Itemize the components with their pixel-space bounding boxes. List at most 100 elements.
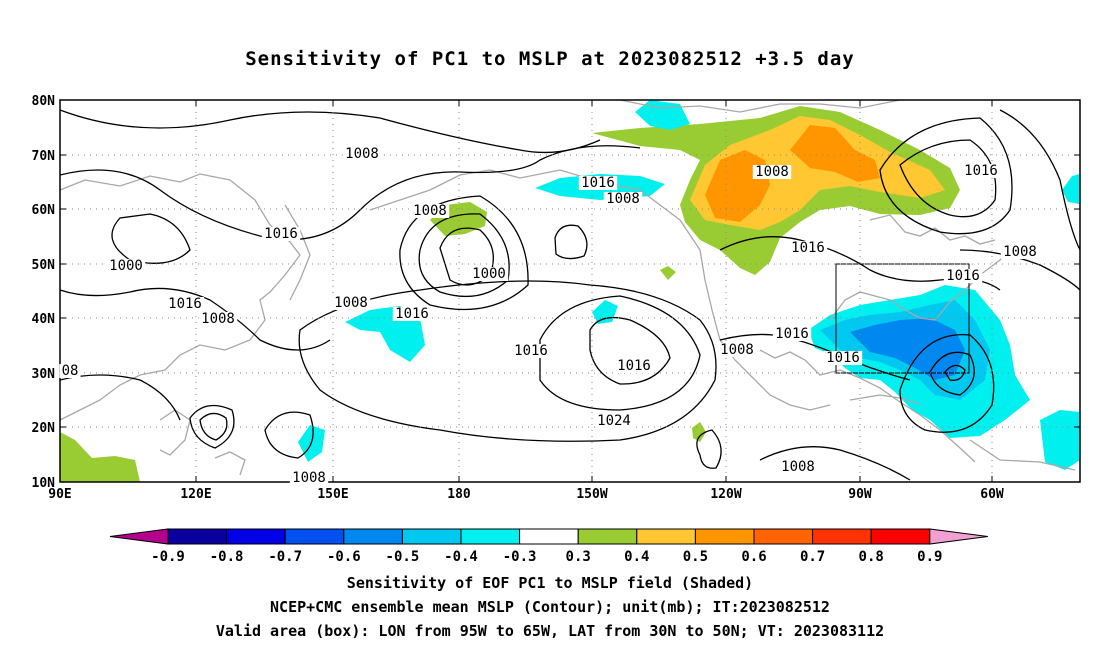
- contour-label-bg: [331, 296, 371, 310]
- contour-label: 1016: [791, 240, 825, 256]
- contour-label: 1024: [597, 413, 631, 429]
- contour-label: 1016: [946, 268, 980, 284]
- shade-green-small-2: [660, 266, 676, 280]
- contour-label: 1008: [201, 311, 235, 327]
- contour-label: 1016: [826, 350, 860, 366]
- contour-label: 1016: [395, 306, 429, 322]
- contour-label: 1008: [1003, 244, 1037, 260]
- lon-label: 120E: [180, 487, 211, 502]
- shade-cyan-ne: [1062, 174, 1080, 204]
- colorbar: -0.9 -0.8 -0.7 -0.6 -0.5 -0.4 -0.3 0.3 0.4 0.5 0.6…: [109, 528, 988, 565]
- contour-label: 1016: [264, 226, 298, 242]
- colorbar-swatch: [812, 528, 872, 545]
- colorbar-label: 0.4: [624, 549, 649, 565]
- contour-label-bg: [943, 269, 983, 283]
- contour-label: 1008: [720, 342, 754, 358]
- contour-label: 1016: [168, 296, 202, 312]
- contour-label-bg: [823, 351, 863, 365]
- contour-label-bg: [469, 267, 509, 281]
- lat-label: 10N: [32, 476, 56, 491]
- lon-label: 90W: [848, 487, 872, 502]
- contour-label-bg: [961, 164, 1001, 178]
- colorbar-label: -0.6: [327, 549, 361, 565]
- colorbar-label: -0.5: [386, 549, 420, 565]
- contour-label: 1008: [345, 146, 379, 162]
- colorbar-swatch: [870, 528, 931, 545]
- contour-label-bg: [410, 204, 450, 218]
- map-title: Sensitivity of PC1 to MSLP at 2023082512…: [245, 48, 855, 70]
- contour-label: 1008: [413, 203, 447, 219]
- colorbar-label: 0.6: [741, 549, 766, 565]
- colorbar-swatch: [401, 528, 462, 545]
- contour-label-bg: [778, 460, 818, 474]
- contour-label-bg: [594, 414, 634, 428]
- contour-label: 1008: [781, 459, 815, 475]
- contour-label: 1016: [617, 358, 651, 374]
- colorbar-swatch: [226, 528, 286, 545]
- footer-line-3: Valid area (box): LON from 95W to 65W, L…: [215, 622, 885, 640]
- contour-label: 1008: [755, 164, 789, 180]
- contour-label-bg: [717, 343, 757, 357]
- contour-label-bg: [603, 192, 643, 206]
- lon-label: 150W: [576, 487, 607, 502]
- lon-label: 180: [447, 487, 471, 502]
- contour-label-bg: [59, 364, 81, 378]
- colorbar-label: -0.9: [151, 549, 185, 565]
- lat-label: 60N: [32, 203, 56, 218]
- contour-label-bg: [289, 471, 329, 485]
- colorbar-high-arrow: [929, 528, 988, 545]
- contour-label: 1016: [964, 163, 998, 179]
- lon-label: 90E: [48, 487, 71, 502]
- contour-label: 1016: [514, 343, 548, 359]
- lat-label: 30N: [32, 367, 56, 382]
- contour-label-bg: [106, 259, 146, 273]
- contour-label: 08: [62, 363, 79, 379]
- colorbar-swatch: [519, 528, 579, 545]
- colorbar-label: 0.3: [566, 549, 591, 565]
- contour-label-bg: [392, 307, 432, 321]
- footer-line-2: NCEP+CMC ensemble mean MSLP (Contour); u…: [270, 598, 830, 616]
- map-frame: [59, 99, 1081, 483]
- contour-label: 1016: [775, 326, 809, 342]
- contour-label-bg: [198, 312, 238, 326]
- contour-label-bg: [578, 176, 618, 190]
- sensitivity-shading: [60, 100, 1080, 482]
- graticule: [59, 99, 1080, 483]
- contour-label-bg: [165, 297, 205, 311]
- lon-label: 150E: [317, 487, 348, 502]
- colorbar-label: 0.9: [917, 549, 942, 565]
- contour-label: 1008: [292, 470, 326, 486]
- contour-label-bg: [772, 327, 812, 341]
- lon-label: 120W: [710, 487, 741, 502]
- colorbar-low-arrow: [109, 528, 169, 545]
- contour-label: 1016: [581, 175, 615, 191]
- colorbar-label: 0.5: [683, 549, 708, 565]
- shade-orange-canada-2: [790, 125, 880, 182]
- colorbar-label: -0.7: [268, 549, 302, 565]
- contour-label-bg: [261, 227, 301, 241]
- lat-label: 20N: [32, 421, 56, 436]
- contour-label: 1000: [472, 266, 506, 282]
- shade-darkblue-atlantic: [850, 318, 965, 380]
- lat-label: 40N: [32, 312, 56, 327]
- contour-label: 1000: [109, 258, 143, 274]
- colorbar-label: -0.3: [503, 549, 537, 565]
- contour-label-bg: [788, 241, 828, 255]
- colorbar-swatch: [577, 528, 638, 545]
- contour-label-bg: [342, 147, 382, 161]
- colorbar-swatch: [167, 528, 228, 545]
- lat-label: 80N: [32, 94, 56, 109]
- contour-label: 1008: [334, 295, 368, 311]
- colorbar-swatch: [460, 528, 521, 545]
- lat-label: 50N: [32, 258, 56, 273]
- colorbar-swatch: [753, 528, 814, 545]
- contour-label-bg: [752, 165, 792, 179]
- colorbar-swatch: [284, 528, 345, 545]
- colorbar-swatch: [636, 528, 696, 545]
- shade-cyan-pacific-2: [592, 300, 618, 324]
- colorbar-swatch: [343, 528, 403, 545]
- colorbar-label: 0.8: [859, 549, 884, 565]
- footer-line-1: Sensitivity of EOF PC1 to MSLP field (Sh…: [346, 574, 754, 592]
